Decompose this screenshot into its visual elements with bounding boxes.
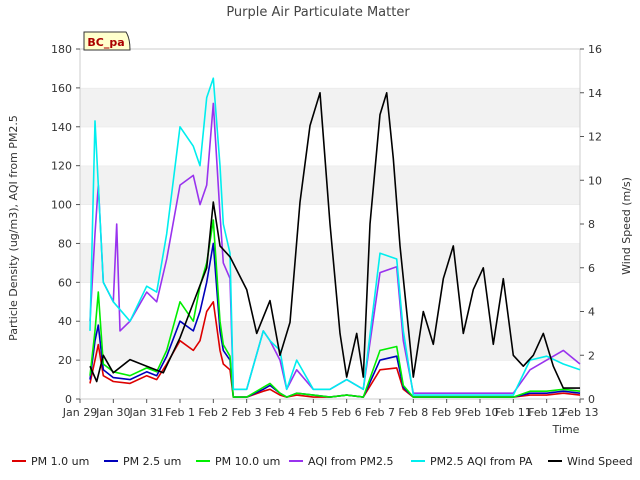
x-tick-label: Feb 4: [265, 406, 295, 419]
y-right-tick-label: 2: [588, 349, 595, 362]
x-tick-label: Feb 6: [332, 406, 362, 419]
y-right-tick-label: 10: [588, 174, 602, 187]
y-right-tick-label: 6: [588, 262, 595, 275]
legend-label: AQI from PM2.5: [308, 455, 393, 468]
x-tick-label: Feb 11: [495, 406, 532, 419]
band: [80, 49, 580, 88]
y-left-tick-label: 120: [51, 160, 72, 173]
y-right-tick-label: 12: [588, 131, 602, 144]
x-tick-label: Feb 5: [298, 406, 328, 419]
legend: PM 1.0 um PM 2.5 um PM 10.0 um AQI from PM2…: [12, 455, 633, 468]
y-left-tick-label: 40: [58, 315, 72, 328]
x-tick-label: Feb 1: [165, 406, 195, 419]
x-tick-label: Feb 12: [528, 406, 565, 419]
legend-label: PM2.5 AQI from PA: [430, 455, 533, 468]
band: [80, 165, 580, 205]
y-left-tick-label: 0: [65, 393, 72, 406]
y-right-tick-label: 8: [588, 218, 595, 231]
legend-label: PM 10.0 um: [215, 455, 280, 468]
y-right-tick-label: 4: [588, 306, 595, 319]
x-tick-label: Jan 29: [62, 406, 97, 419]
y-axis-left-label: Particle Density (ug/m3), AQI from PM2.5: [7, 115, 20, 341]
x-tick-label: Feb 8: [398, 406, 428, 419]
series-lines: [89, 77, 581, 398]
y-left-tick-label: 160: [51, 82, 72, 95]
x-tick-label: Feb 2: [198, 406, 228, 419]
y-left-tick-label: 180: [51, 43, 72, 56]
y-axis-left-ticks: 0 20 40 60 80 100 120 140 160 180: [51, 43, 80, 406]
band: [80, 282, 580, 322]
band: [80, 126, 580, 166]
band: [80, 243, 580, 283]
series-line-wind-speed: [89, 92, 580, 389]
x-tick-label: Feb 13: [562, 406, 599, 419]
badge: BC_pa: [83, 31, 131, 51]
y-right-tick-label: 16: [588, 43, 602, 56]
legend-label: PM 2.5 um: [123, 455, 181, 468]
y-left-tick-label: 60: [58, 276, 72, 289]
legend-label: Wind Speed: [567, 455, 633, 468]
y-right-tick-label: 0: [588, 393, 595, 406]
y-left-tick-label: 100: [51, 199, 72, 212]
x-tick-label: Feb 7: [365, 406, 395, 419]
x-tick-label: Feb 10: [462, 406, 499, 419]
x-tick-label: Jan 30: [95, 406, 130, 419]
y-left-tick-label: 140: [51, 121, 72, 134]
y-left-tick-label: 80: [58, 237, 72, 250]
badge-label: BC_pa: [87, 36, 124, 49]
band: [80, 87, 580, 127]
x-tick-label: Feb 3: [232, 406, 262, 419]
badge-box: [83, 31, 131, 51]
y-axis-right-ticks: 0 2 4 6 8 10 12 14 16: [580, 43, 602, 406]
x-tick-label: Jan 31: [128, 406, 163, 419]
legend-label: PM 1.0 um: [31, 455, 89, 468]
y-left-tick-label: 20: [58, 354, 72, 367]
x-axis-label: Time: [552, 423, 580, 436]
chart-title: Purple Air Particulate Matter: [226, 5, 410, 20]
band: [80, 321, 580, 361]
series-line-pm-10-0-um: [89, 219, 581, 398]
series-line-pm2-5-aqi-from-pa: [89, 77, 581, 396]
y-right-tick-label: 14: [588, 87, 602, 100]
y-axis-right-label: Wind Speed (m/s): [620, 177, 633, 275]
x-tick-label: Feb 9: [432, 406, 462, 419]
